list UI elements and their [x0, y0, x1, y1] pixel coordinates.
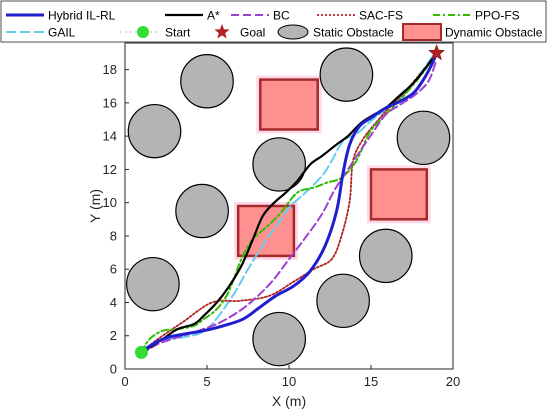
legend-label-sac: SAC-FS: [359, 9, 403, 23]
x-tick-label: 15: [364, 374, 378, 389]
static-obstacle: [396, 110, 451, 166]
x-tick-label: 0: [121, 374, 128, 389]
legend-label-astar: A*: [207, 9, 220, 23]
legend-swatch-goal: [214, 24, 230, 39]
x-tick-label: 5: [203, 374, 210, 389]
y-tick-label: 14: [103, 129, 117, 144]
static-obstacle: [252, 311, 306, 367]
y-tick-label: 16: [103, 95, 117, 110]
ticks-layer: 0 5 10 15 20 0 2 4 6 8 10 12 14 16 18: [103, 62, 461, 389]
static-obstacle: [180, 54, 234, 109]
series-line-hybrid: [139, 51, 439, 354]
goal-marker: [428, 44, 446, 61]
y-tick-label: 6: [110, 262, 117, 277]
legend-label-hybrid: Hybrid IL-RL: [48, 9, 116, 23]
dynamic-obstacle: [259, 78, 319, 131]
legend: Hybrid IL-RL A* BC SAC-FS PPO-FS GAIL Start Goa…: [0, 0, 547, 43]
series-line-ppo: [140, 52, 438, 354]
static-obstacle: [252, 137, 306, 192]
static-obstacle: [319, 47, 374, 102]
y-tick-label: 10: [103, 195, 117, 210]
legend-label-gail: GAIL: [48, 26, 76, 40]
y-tick-label: 2: [110, 328, 117, 343]
y-tick-label: 0: [110, 362, 117, 377]
legend-label-ppo: PPO-FS: [475, 9, 520, 23]
y-tick-label: 8: [110, 228, 117, 243]
static-obstacle: [127, 103, 182, 159]
static-obstacle: [126, 256, 180, 312]
legend-label-start: Start: [165, 26, 191, 40]
x-tick-label: 10: [282, 374, 296, 389]
legend-label-dynamic: Dynamic Obstacle: [445, 26, 543, 40]
legend-swatch-start: [137, 26, 149, 38]
legend-label-static: Static Obstacle: [313, 26, 394, 40]
start-marker: [134, 345, 148, 359]
legend-label-goal: Goal: [240, 26, 265, 40]
y-tick-label: 12: [103, 162, 117, 177]
static-obstacle: [175, 183, 229, 239]
legend-label-bc: BC: [273, 9, 290, 23]
markers-layer: [134, 44, 446, 359]
static-obstacle: [358, 228, 413, 284]
dynamic-obstacle: [369, 168, 429, 221]
legend-swatch-static: [277, 24, 309, 40]
series-layer: [139, 51, 439, 355]
legend-swatch-dynamic: [402, 23, 442, 41]
y-tick-label: 18: [103, 62, 117, 77]
x-axis-title: X (m): [272, 393, 306, 409]
static-obstacle: [316, 273, 370, 329]
legend-box: [0, 0, 547, 43]
x-tick-label: 20: [446, 374, 460, 389]
y-axis-title: Y (m): [87, 189, 103, 223]
y-tick-label: 4: [110, 295, 117, 310]
